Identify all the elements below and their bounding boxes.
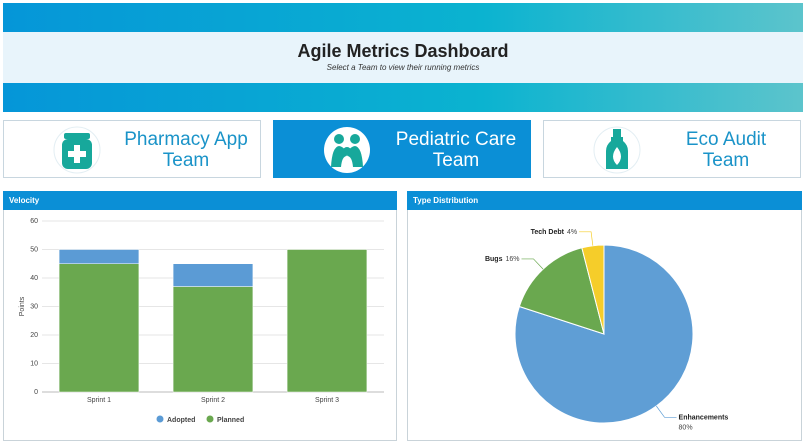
label-value: 16% <box>505 256 519 263</box>
data-label: Tech Debt 4% <box>531 229 577 236</box>
label-name: Tech Debt <box>531 229 565 236</box>
bar-segment <box>286 249 368 393</box>
icon <box>324 127 370 173</box>
data-label: Bugs 16% <box>485 256 520 263</box>
y-axis-label: Points <box>19 296 26 316</box>
team-card[interactable]: Pharmacy App Team <box>3 120 261 178</box>
y-tick-label: 40 <box>30 275 38 282</box>
x-tick-label: Sprint 3 <box>315 397 339 404</box>
legend-swatch <box>206 415 214 423</box>
legend-label: Planned <box>217 417 244 424</box>
panel-title: Type Distribution <box>413 196 478 205</box>
y-tick-label: 20 <box>30 332 38 339</box>
panel-header <box>3 191 397 210</box>
icon <box>53 126 101 174</box>
leader-line <box>579 231 594 246</box>
team-card[interactable]: Eco Audit Team <box>543 120 801 178</box>
team-name: Pediatric Care Team <box>395 129 517 171</box>
label-name: Bugs <box>485 256 503 263</box>
panel-header <box>407 191 802 210</box>
title: Agile Metrics Dashboard <box>297 41 509 61</box>
header-bar: Agile Metrics Dashboard Select a Team to… <box>3 3 803 112</box>
bar-segment <box>58 263 140 393</box>
legend-label: Adopted <box>167 417 195 424</box>
leader-line <box>521 258 544 270</box>
legend-swatch <box>156 415 164 423</box>
bar-segment <box>58 249 140 264</box>
header-band: Agile Metrics Dashboard Select a Team to… <box>3 32 803 83</box>
y-tick-label: 10 <box>30 360 38 367</box>
team-card[interactable]: Pediatric Care Team <box>273 120 531 178</box>
label-name: Enhancements <box>679 414 729 421</box>
y-tick-label: 0 <box>34 389 38 396</box>
data-label: Enhancements 80% <box>679 414 729 431</box>
panel-title: Velocity <box>9 196 40 205</box>
label-value: 80% <box>679 424 693 431</box>
y-tick-label: 30 <box>30 303 38 310</box>
y-tick-label: 60 <box>30 218 38 225</box>
leader-line <box>656 405 677 418</box>
y-tick-label: 50 <box>30 246 38 253</box>
bar-segment <box>172 263 254 287</box>
subtitle: Select a Team to view their running metr… <box>326 63 480 72</box>
x-tick-label: Sprint 1 <box>87 397 111 404</box>
icon <box>593 126 641 174</box>
x-tick-label: Sprint 2 <box>201 397 225 404</box>
team-name: Eco Audit Team <box>685 129 767 171</box>
label-value: 4% <box>567 229 577 236</box>
team-name: Pharmacy App Team <box>124 129 248 171</box>
bar-segment <box>172 286 254 393</box>
